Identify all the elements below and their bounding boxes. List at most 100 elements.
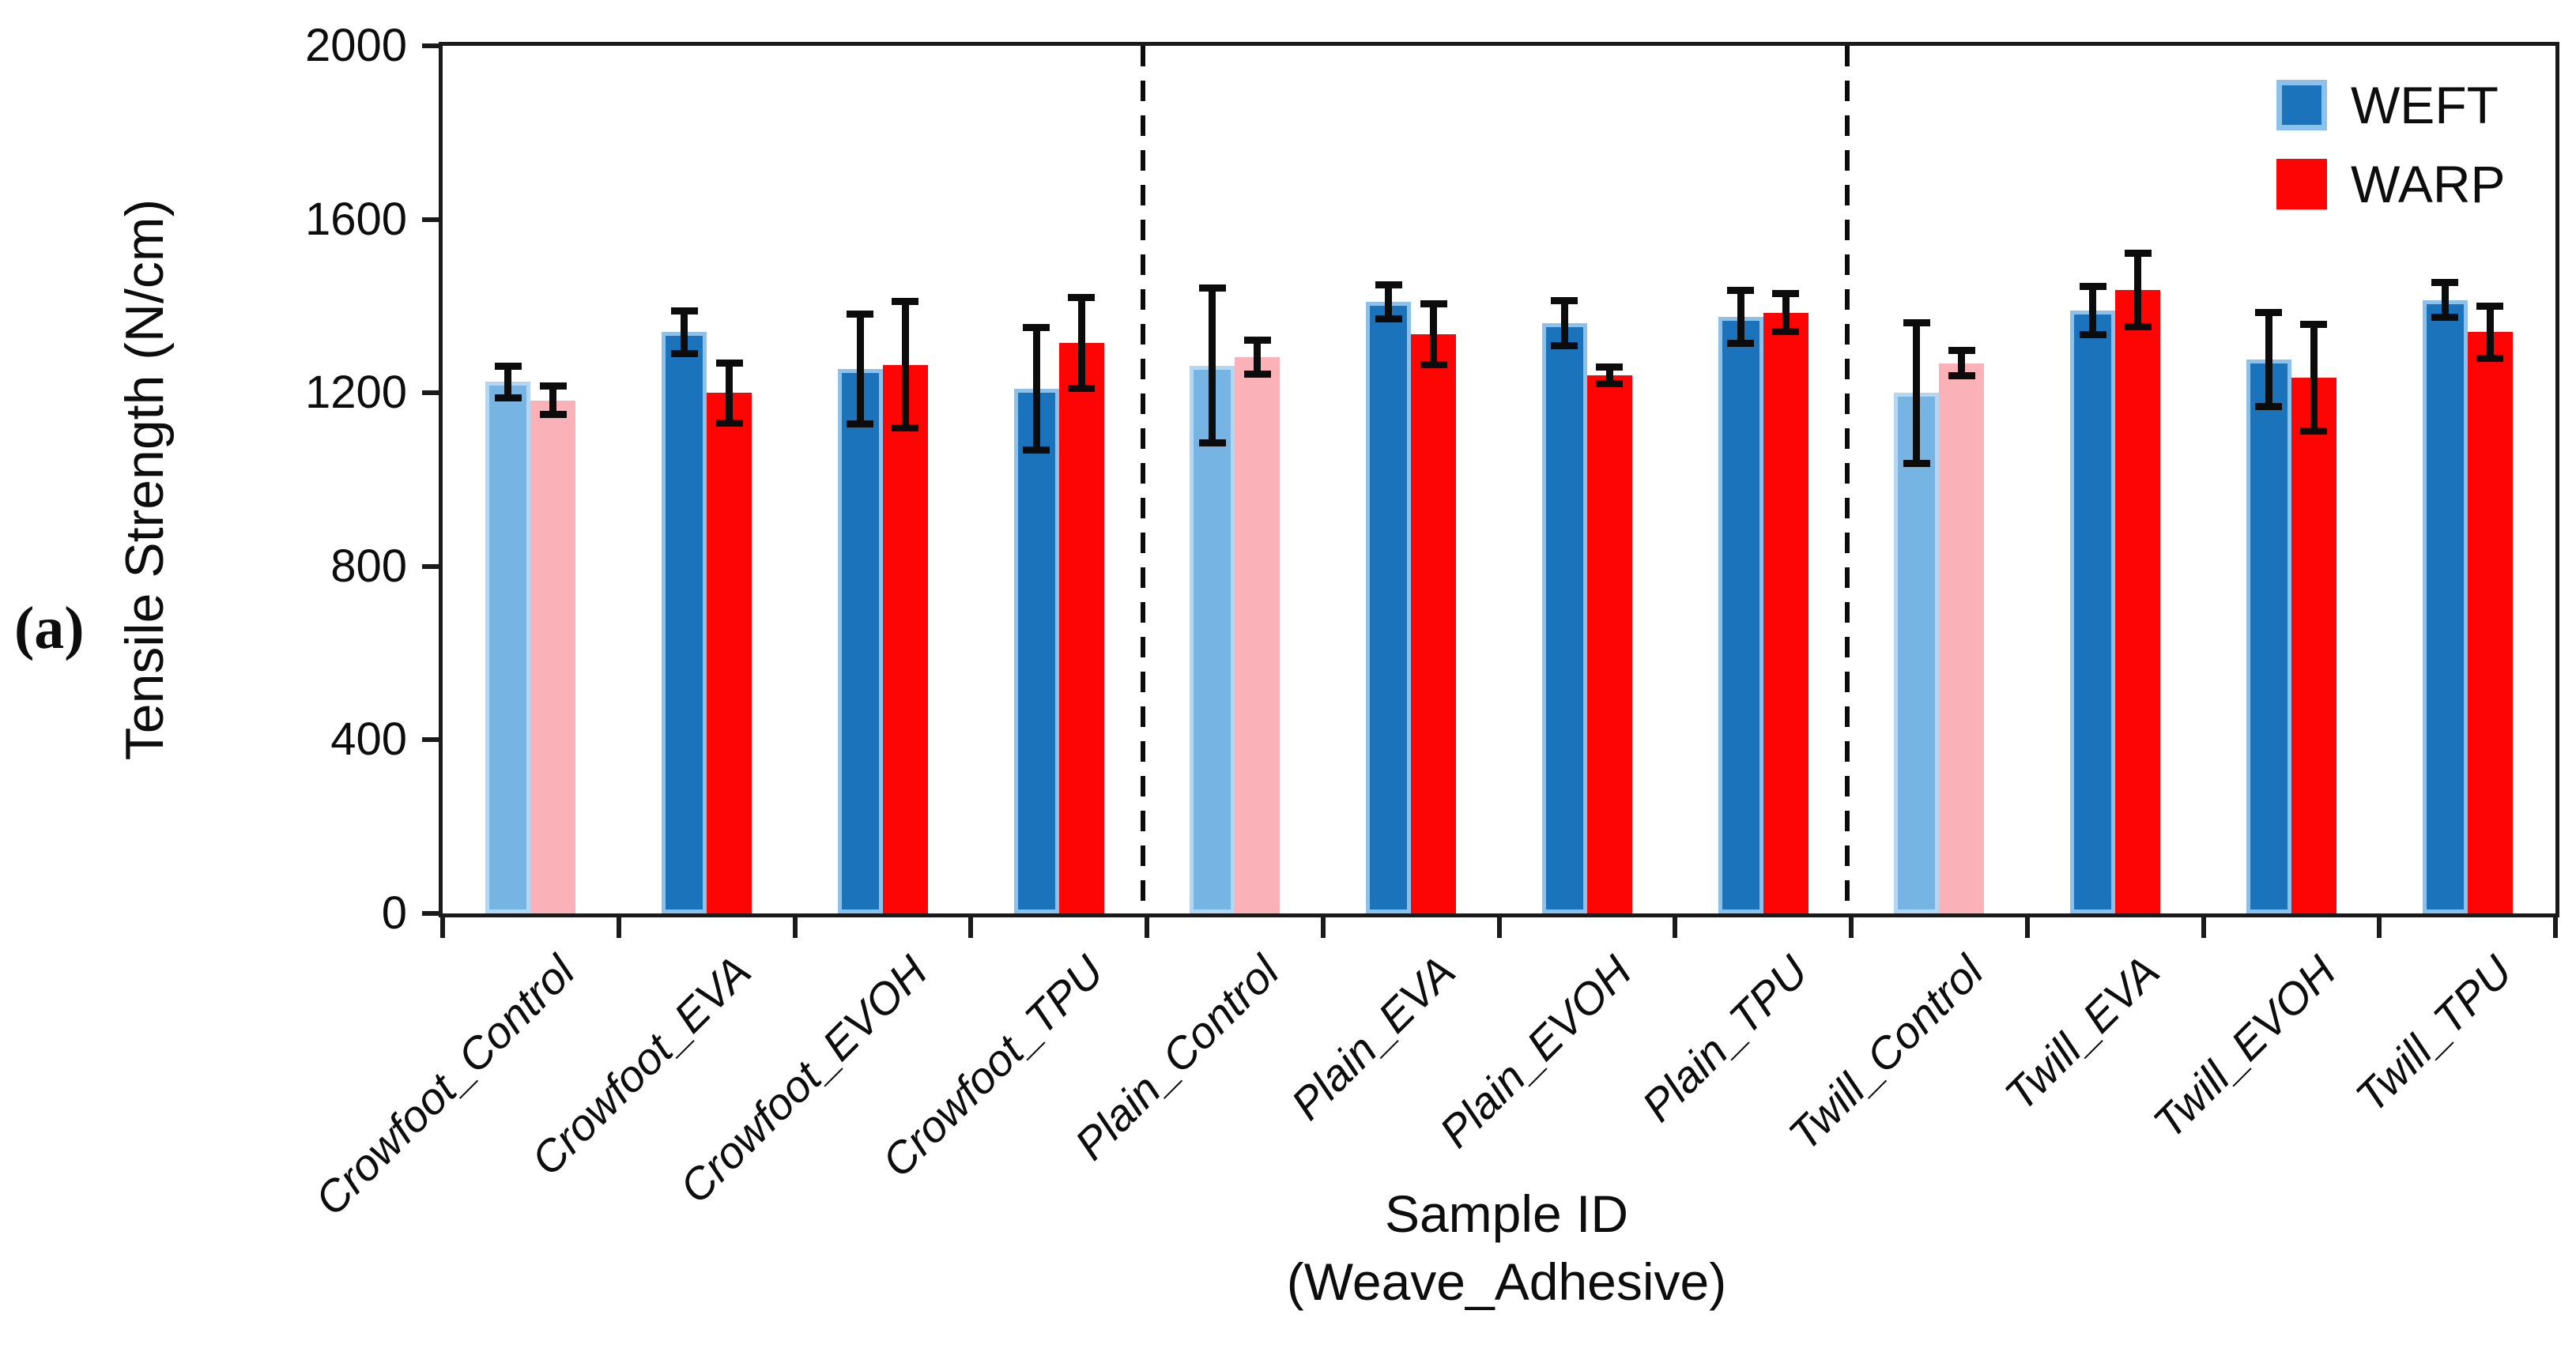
error-bar-cap-top: [2300, 320, 2328, 328]
error-bar-line: [1254, 339, 1262, 375]
y-axis-tick-label: 1200: [304, 367, 407, 419]
bar-warp-twill_control: [1939, 363, 1985, 913]
error-bar-cap-top: [494, 362, 522, 370]
error-bar-cap-top: [539, 382, 567, 390]
error-bar-cap-top: [2079, 282, 2106, 290]
error-bar-line: [2265, 311, 2272, 408]
bar-weft-crowfoot_tpu: [1013, 388, 1059, 913]
error-bar-line: [1560, 300, 1568, 347]
bar-warp-twill_tpu: [2467, 332, 2513, 913]
error-bar-cap-top: [670, 307, 698, 314]
error-bar-cap-top: [1198, 284, 1226, 292]
bar-warp-plain_tpu: [1763, 312, 1808, 913]
error-bar-line: [1385, 284, 1393, 319]
error-bar-line: [2089, 285, 2097, 336]
error-bar-cap-bottom: [1243, 370, 1271, 378]
bar-weft-twill_control: [1894, 393, 1940, 913]
error-bar-cap-bottom: [670, 349, 698, 357]
error-bar-cap-bottom: [715, 419, 743, 427]
error-bar-line: [2310, 323, 2318, 432]
y-axis-tick-label: 0: [381, 887, 407, 939]
legend-item-warp: WARP: [2276, 158, 2506, 210]
group-separator-dashed-line: [1845, 46, 1850, 913]
bar-weft-twill_tpu: [2422, 299, 2468, 913]
error-bar-cap-bottom: [539, 410, 567, 418]
x-axis-tick: [616, 917, 621, 938]
error-bar-cap-top: [1727, 287, 1755, 295]
error-bar-line: [726, 362, 734, 424]
error-bar-line: [2486, 305, 2494, 359]
error-bar-cap-bottom: [494, 394, 522, 402]
plot-area: [439, 42, 2559, 917]
error-bar-line: [549, 386, 557, 415]
error-bar-line: [681, 310, 688, 354]
bar-warp-crowfoot_tpu: [1058, 343, 1104, 913]
error-bar-line: [856, 313, 864, 425]
bar-warp-twill_eva: [2115, 290, 2161, 913]
y-axis-tick: [422, 563, 443, 569]
error-bar-cap-bottom: [2124, 323, 2152, 331]
error-bar-line: [1209, 287, 1216, 444]
bar-weft-twill_evoh: [2246, 359, 2291, 913]
y-axis-title: Tensile Strength (N/cm): [115, 198, 175, 761]
error-bar-cap-top: [715, 359, 743, 367]
x-axis-title-line1: Sample ID: [1384, 1184, 1629, 1243]
error-bar-line: [1958, 350, 1966, 377]
error-bar-cap-bottom: [1903, 459, 1930, 467]
error-bar-cap-top: [2255, 308, 2283, 316]
bar-weft-twill_eva: [2070, 310, 2116, 913]
error-bar-cap-bottom: [1420, 361, 1447, 369]
x-axis-tick: [1496, 917, 1502, 938]
x-axis-tick: [2553, 917, 2558, 938]
error-bar-line: [1605, 367, 1613, 385]
y-axis-tick: [422, 390, 443, 396]
x-axis-tick: [1320, 917, 1326, 938]
error-bar-cap-bottom: [892, 424, 919, 432]
y-axis-tick: [422, 43, 443, 48]
error-bar-line: [1077, 296, 1085, 390]
error-bar-cap-top: [2476, 302, 2504, 310]
bar-warp-plain_control: [1235, 356, 1280, 913]
error-bar-line: [901, 300, 909, 429]
error-bar-cap-top: [2431, 279, 2459, 287]
bar-warp-crowfoot_evoh: [882, 364, 928, 913]
group-separator-dashed-line: [1141, 46, 1145, 913]
bar-warp-crowfoot_control: [530, 400, 576, 913]
error-bar-line: [1913, 322, 1921, 464]
legend-marker-warp: [2276, 159, 2327, 209]
bar-weft-plain_evoh: [1541, 323, 1587, 913]
error-bar-cap-top: [1551, 297, 1578, 305]
bar-weft-plain_control: [1190, 365, 1235, 913]
error-bar-cap-bottom: [1772, 328, 1800, 336]
legend-marker-weft: [2276, 80, 2327, 130]
error-bar-cap-top: [2124, 249, 2152, 257]
error-bar-cap-bottom: [1023, 446, 1050, 454]
error-bar-cap-bottom: [1727, 340, 1755, 348]
y-axis-tick-label: 400: [330, 714, 407, 766]
error-bar-cap-top: [1596, 363, 1624, 371]
y-axis-tick-label: 2000: [304, 20, 407, 71]
legend-item-weft: WEFT: [2276, 79, 2506, 131]
error-bar-line: [1032, 326, 1040, 450]
bar-warp-plain_eva: [1411, 334, 1457, 913]
error-bar-line: [504, 365, 512, 399]
x-axis-tick: [968, 917, 974, 938]
x-axis-tick: [1849, 917, 1854, 938]
error-bar-line: [1430, 303, 1438, 366]
bar-warp-crowfoot_eva: [707, 393, 752, 913]
x-axis-tick: [2024, 917, 2030, 938]
error-bar-line: [1782, 292, 1790, 333]
bar-warp-plain_evoh: [1586, 375, 1632, 913]
error-bar-cap-top: [1243, 336, 1271, 344]
y-axis-tick-label: 1600: [304, 193, 407, 245]
bar-weft-crowfoot_eva: [662, 332, 707, 913]
bar-weft-crowfoot_control: [485, 382, 531, 913]
bar-weft-crowfoot_evoh: [837, 369, 883, 913]
panel-label: (a): [14, 595, 85, 661]
legend-label-weft: WEFT: [2351, 76, 2499, 134]
y-axis-tick: [422, 737, 443, 743]
error-bar-cap-top: [1903, 318, 1930, 326]
legend-label-warp: WARP: [2351, 155, 2506, 213]
x-axis-tick: [2201, 917, 2206, 938]
error-bar-cap-bottom: [1596, 380, 1624, 388]
